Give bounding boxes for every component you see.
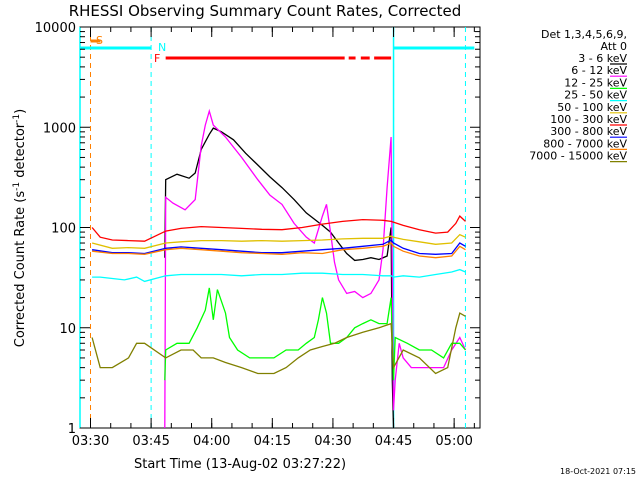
y-tick-label: 10000 <box>35 21 76 36</box>
x-tick-label: 03:45 <box>132 434 169 449</box>
series-line <box>164 287 466 381</box>
flags-layer: S NF <box>79 27 475 428</box>
series-line <box>92 239 466 255</box>
x-tick-label: 04:30 <box>314 434 351 449</box>
legend-entry: 3 - 6 keV <box>578 52 627 65</box>
x-tick-label: 04:15 <box>254 434 291 449</box>
legend-entry: 6 - 12 keV <box>571 64 627 77</box>
legend-entry: 100 - 300 keV <box>550 113 627 126</box>
x-tick-label: 03:30 <box>72 434 109 449</box>
y-tick-label: 1000 <box>43 121 76 136</box>
y-tick-label: 100 <box>51 222 76 237</box>
series-line <box>92 268 466 283</box>
x-axis: 03:30 03:45 04:00 04:15 04:30 04:45 05:00 <box>72 27 475 449</box>
series-line <box>91 233 466 249</box>
y-tick-label: 1 <box>68 422 76 437</box>
y-axis-label-sup: -1 <box>12 182 22 191</box>
chart-title: RHESSI Observing Summary Count Rates, Co… <box>69 2 462 20</box>
legend-entry: 50 - 100 keV <box>557 101 627 114</box>
legend-entry: 25 - 50 keV <box>564 89 627 102</box>
legend-header-line2: Att 0 <box>601 40 627 53</box>
series-layer <box>91 108 467 429</box>
series-line <box>92 242 466 259</box>
series-line <box>164 127 395 429</box>
y-axis: 1 10 100 1000 10000 <box>35 21 480 437</box>
y-tick-label: 10 <box>59 322 76 337</box>
x-tick-label: 04:00 <box>193 434 230 449</box>
series-line <box>91 312 466 375</box>
saa-label: S <box>96 34 103 47</box>
legend-entry: 300 - 800 keV <box>550 125 627 138</box>
legend-entry: 7000 - 15000 keV <box>529 150 627 163</box>
legend-entry: 800 - 7000 keV <box>543 137 627 150</box>
x-tick-label: 04:45 <box>375 434 412 449</box>
series-line <box>91 215 466 242</box>
timestamp: 18-Oct-2021 07:15 <box>560 467 636 476</box>
legend-header-line1: Det 1,3,4,5,6,9, <box>541 28 627 41</box>
y-axis-label-sup: -1 <box>12 114 22 123</box>
y-axis-label-part: ) <box>13 109 28 114</box>
x-axis-label: Start Time (13-Aug-02 03:27:22) <box>134 457 346 472</box>
x-tick-label: 05:00 <box>435 434 472 449</box>
y-axis-label-part: Corrected Count Rate (s <box>13 191 28 348</box>
flare-label: F <box>154 52 160 65</box>
night-label: N <box>158 41 166 54</box>
series-line <box>164 108 467 429</box>
y-axis-label: Corrected Count Rate (s-1 detector-1) <box>12 109 28 347</box>
legend-entry: 12 - 25 keV <box>564 76 627 89</box>
y-axis-label-part: detector <box>13 122 28 182</box>
